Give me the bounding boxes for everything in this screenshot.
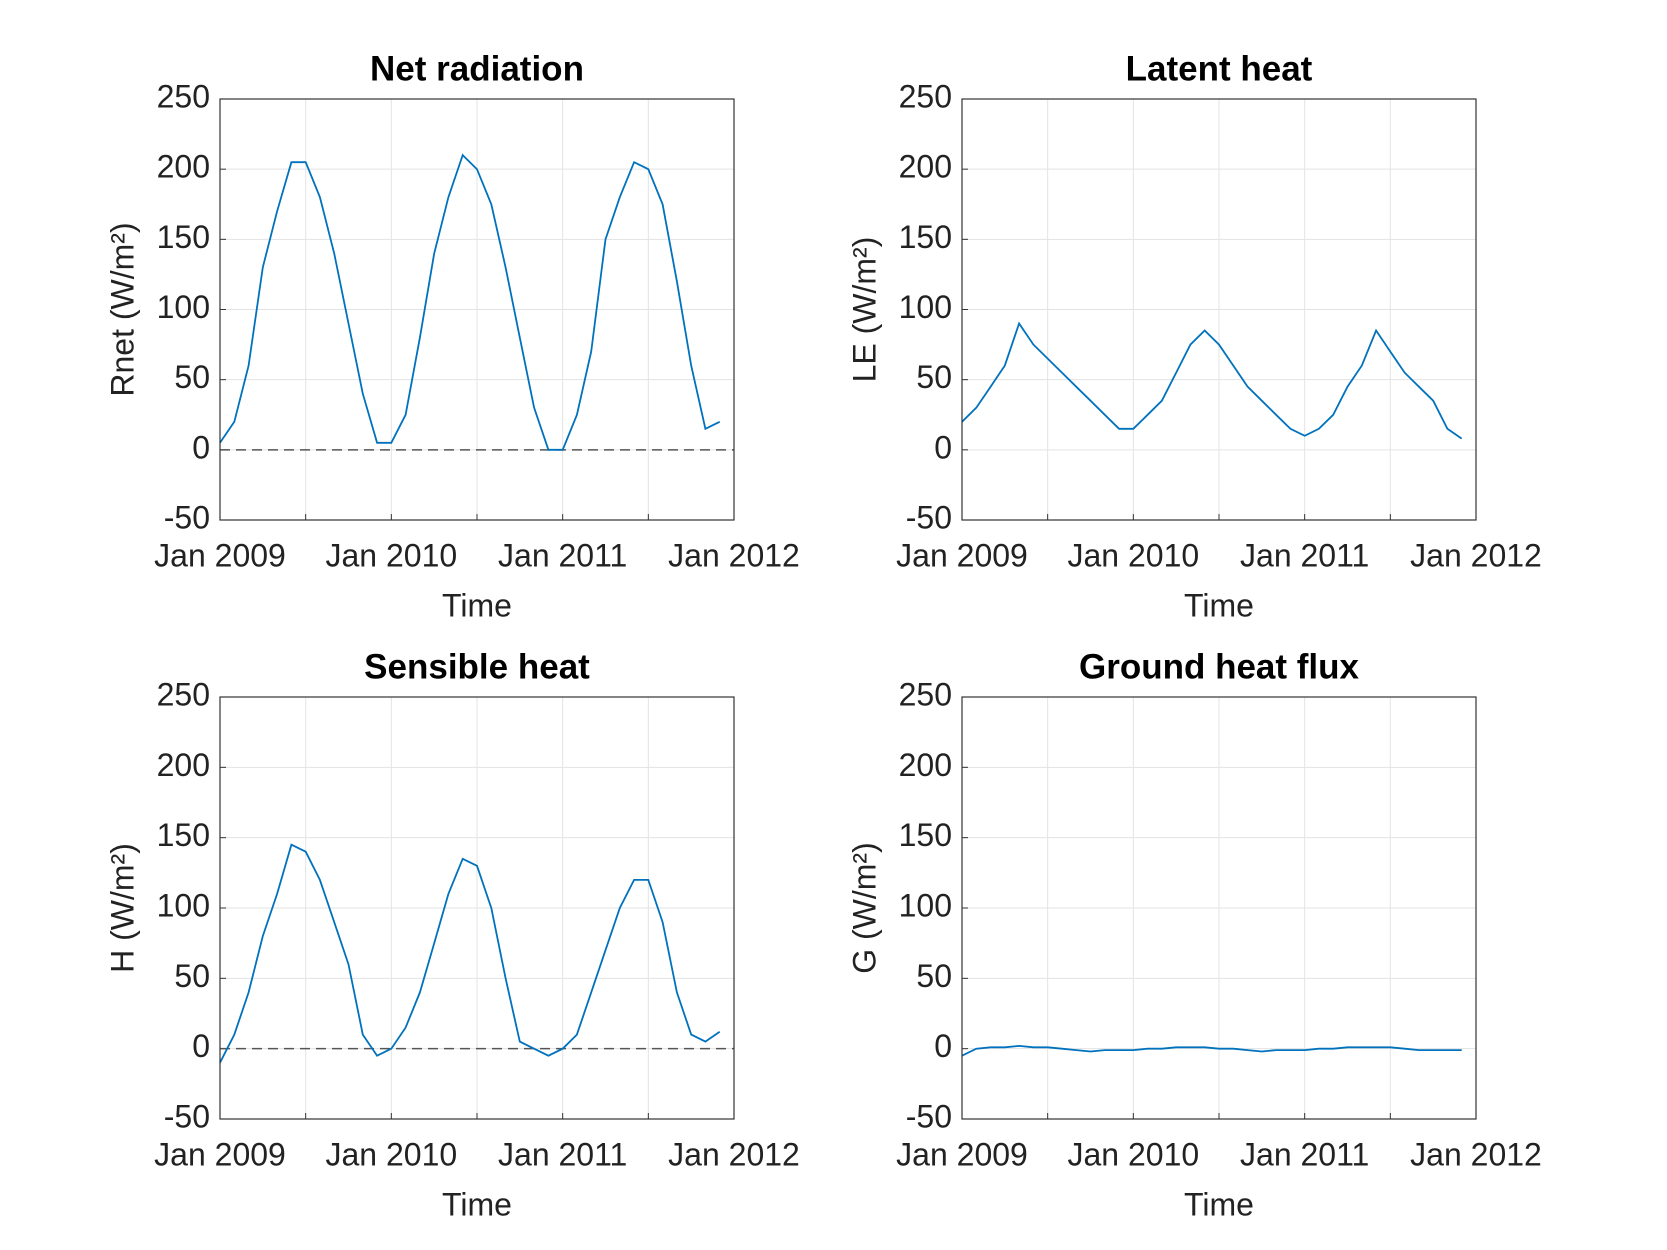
y-tick-label: 150 — [899, 817, 952, 853]
y-tick-label: 100 — [899, 289, 952, 325]
chart-title: Net radiation — [370, 49, 584, 88]
axes-frame — [219, 98, 735, 521]
x-tick-label: Jan 2010 — [325, 1136, 457, 1172]
y-tick-label: 150 — [157, 219, 210, 255]
y-tick-label: 200 — [899, 149, 952, 185]
data-line — [961, 1044, 1462, 1057]
y-axis-label: G (W/m²) — [846, 842, 882, 974]
y-tick-label: 200 — [899, 747, 952, 783]
y-tick-label: -50 — [906, 1098, 952, 1134]
x-axis-label: Time — [1184, 1186, 1254, 1222]
x-tick-label: Jan 2012 — [668, 537, 800, 573]
data-line — [961, 321, 1463, 440]
y-tick-label: 100 — [157, 289, 210, 325]
y-tick-label: 0 — [192, 429, 210, 465]
y-tick-label: 50 — [174, 359, 210, 395]
y-tick-label: -50 — [906, 499, 952, 535]
x-tick-label: Jan 2011 — [498, 537, 627, 573]
y-tick-label: -50 — [164, 499, 210, 535]
x-axis-label: Time — [442, 587, 512, 623]
x-tick-label: Jan 2009 — [154, 1136, 286, 1172]
y-tick-label: 200 — [157, 149, 210, 185]
y-tick-label: 100 — [899, 887, 952, 923]
data-line — [219, 153, 721, 451]
x-tick-label: Jan 2011 — [498, 1136, 627, 1172]
x-tick-label: Jan 2009 — [896, 537, 1028, 573]
axes-frame — [219, 696, 735, 1120]
x-tick-label: Jan 2011 — [1240, 1136, 1369, 1172]
y-tick-label: 100 — [157, 887, 210, 923]
y-tick-label: 50 — [174, 958, 210, 994]
x-tick-label: Jan 2012 — [668, 1136, 800, 1172]
x-axis-label: Time — [442, 1186, 512, 1222]
chart-title: Ground heat flux — [1079, 647, 1360, 686]
y-tick-label: 50 — [916, 359, 952, 395]
y-tick-label: -50 — [164, 1098, 210, 1134]
y-tick-label: 50 — [916, 958, 952, 994]
x-tick-label: Jan 2009 — [896, 1136, 1028, 1172]
data-line — [219, 843, 721, 1064]
x-tick-label: Jan 2009 — [154, 537, 286, 573]
y-tick-label: 250 — [157, 78, 210, 114]
y-tick-label: 250 — [899, 676, 952, 712]
y-tick-label: 150 — [157, 817, 210, 853]
x-tick-label: Jan 2012 — [1410, 537, 1542, 573]
y-tick-label: 0 — [192, 1028, 210, 1064]
x-tick-label: Jan 2010 — [1067, 1136, 1199, 1172]
y-axis-label: Rnet (W/m²) — [104, 222, 140, 396]
x-tick-label: Jan 2011 — [1240, 537, 1369, 573]
y-tick-label: 250 — [899, 78, 952, 114]
x-tick-label: Jan 2010 — [325, 537, 457, 573]
y-axis-label: H (W/m²) — [104, 843, 140, 973]
axes-frame — [961, 696, 1477, 1120]
y-tick-label: 200 — [157, 747, 210, 783]
chart-title: Latent heat — [1126, 49, 1313, 88]
x-tick-label: Jan 2012 — [1410, 1136, 1542, 1172]
y-tick-label: 250 — [157, 676, 210, 712]
x-axis-label: Time — [1184, 587, 1254, 623]
y-tick-label: 150 — [899, 219, 952, 255]
y-axis-label: LE (W/m²) — [846, 237, 882, 383]
y-tick-label: 0 — [934, 429, 952, 465]
y-tick-label: 0 — [934, 1028, 952, 1064]
chart-title: Sensible heat — [364, 647, 590, 686]
x-tick-label: Jan 2010 — [1067, 537, 1199, 573]
axes-frame — [961, 98, 1477, 521]
